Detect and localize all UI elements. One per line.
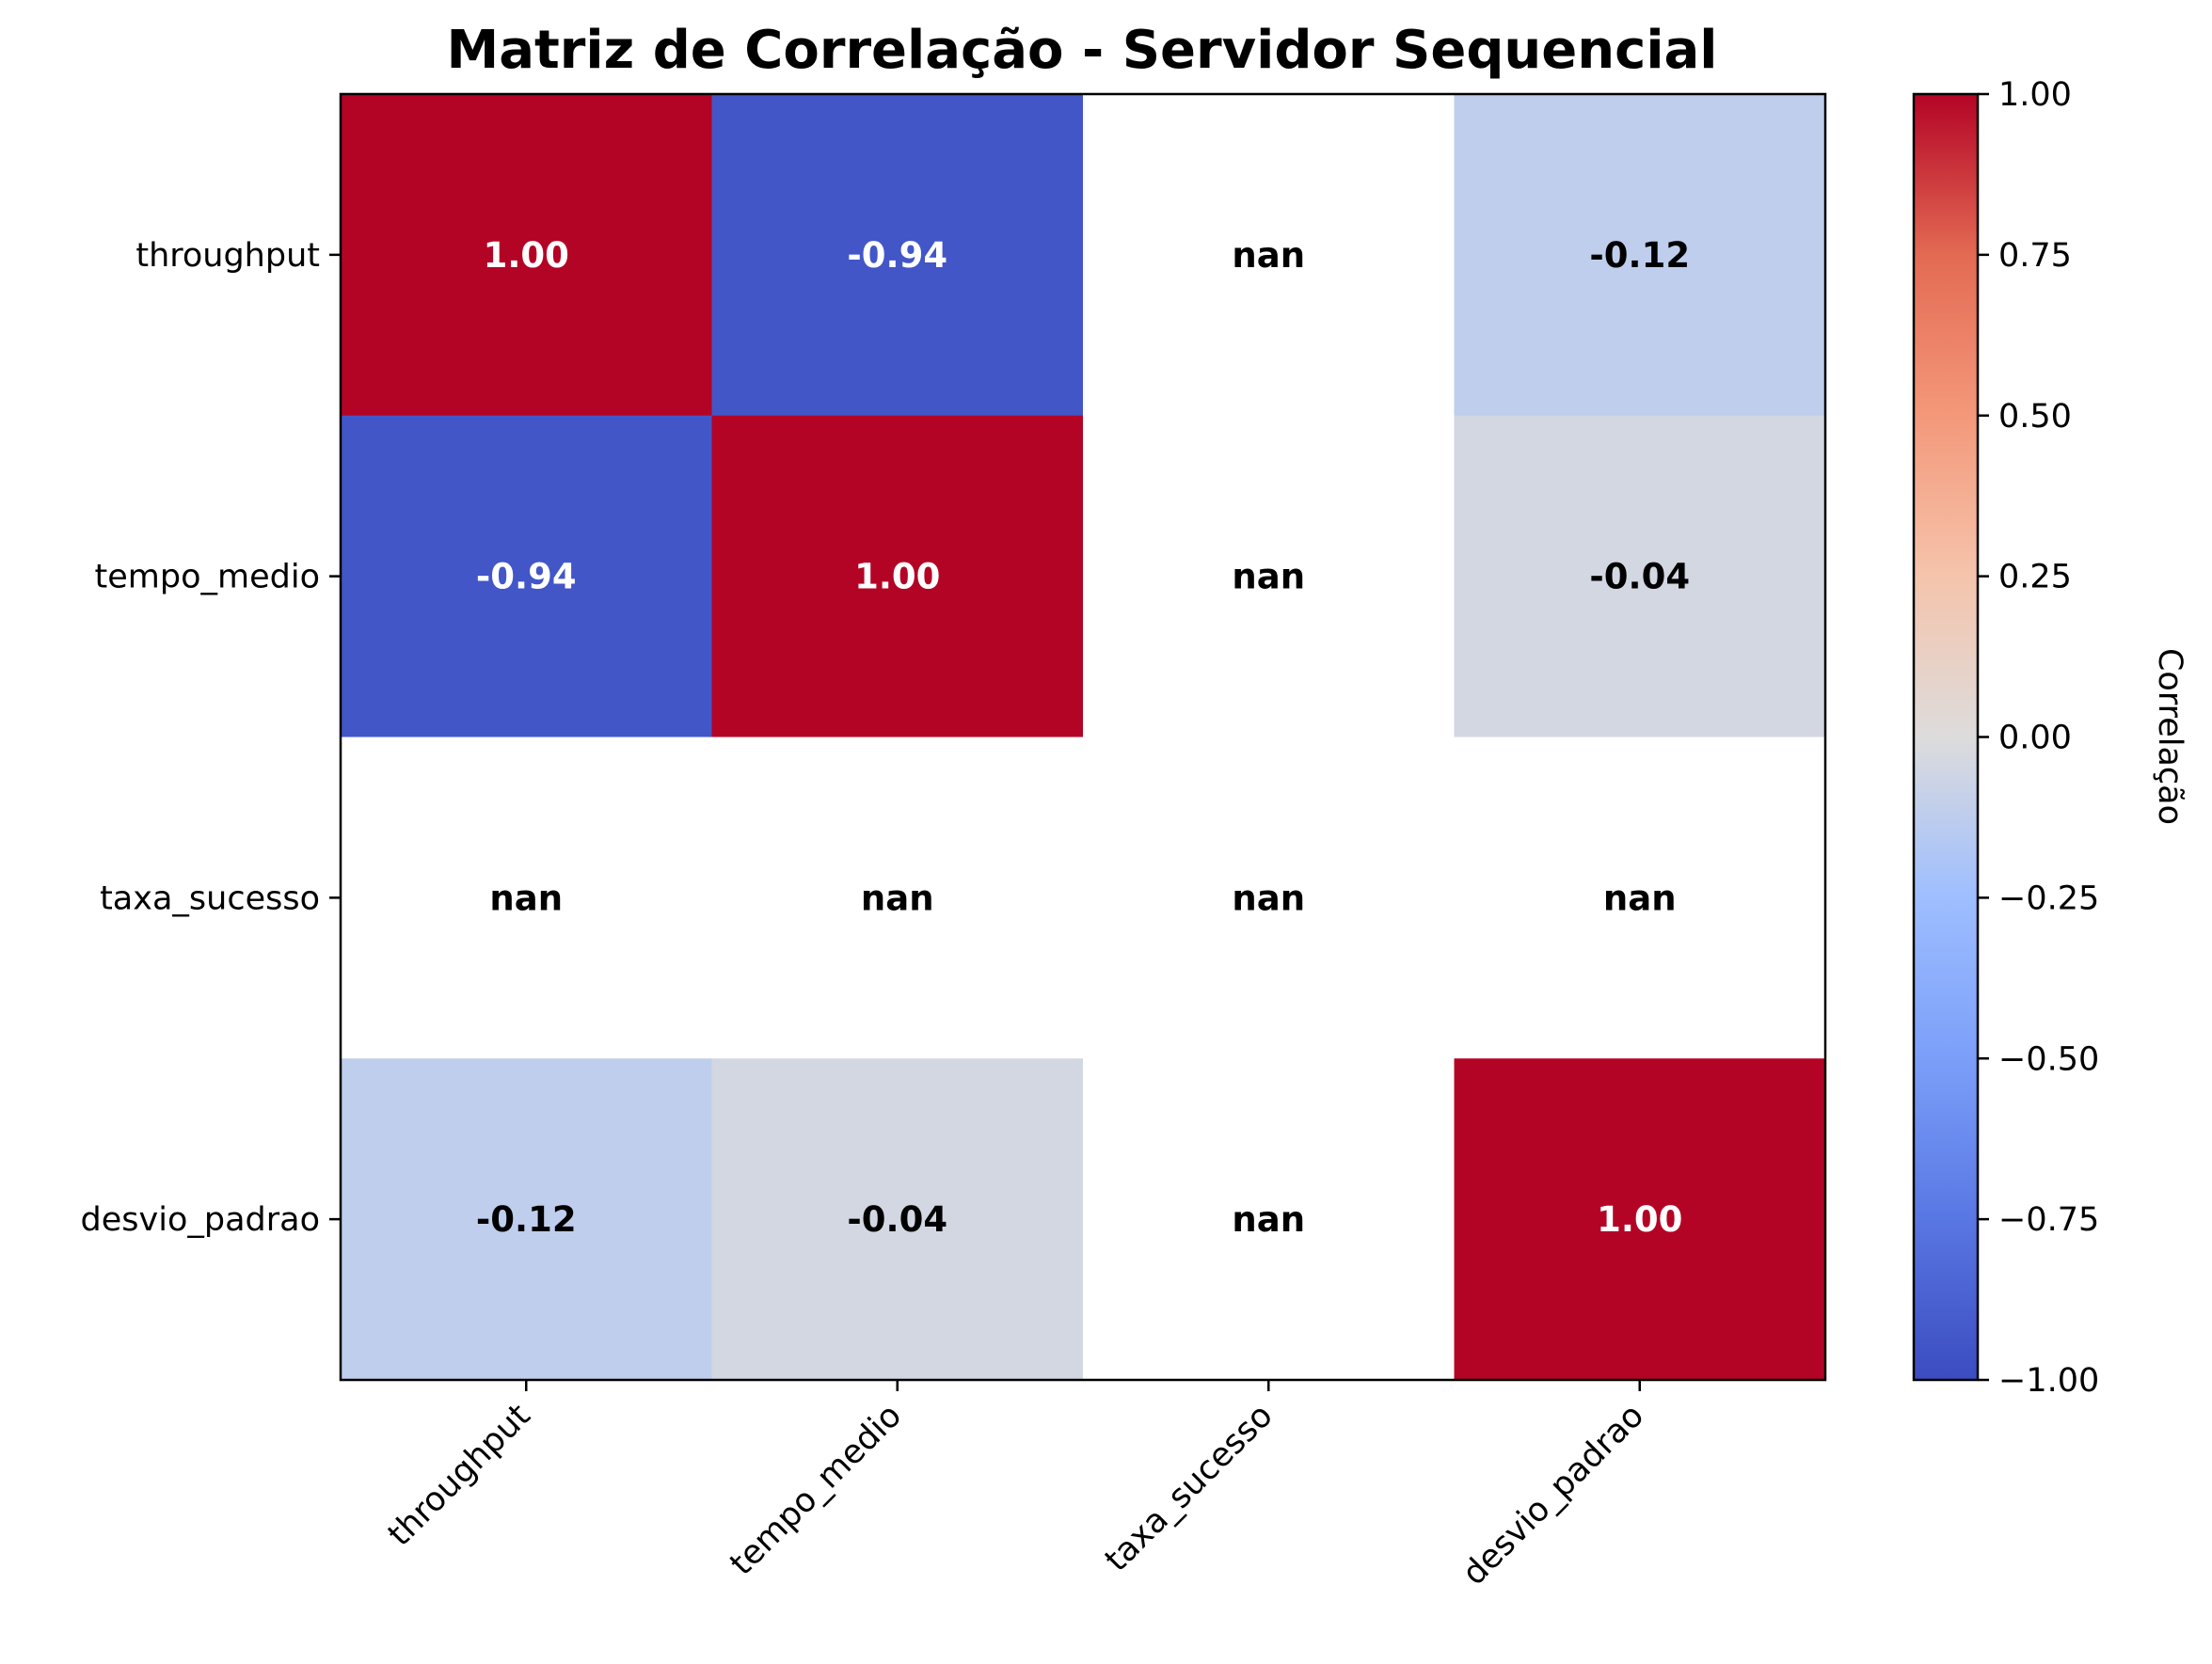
heatmap-cell [341, 94, 712, 417]
colorbar-tick-label: 1.00 [1998, 76, 2072, 114]
heatmap-cell [1083, 94, 1455, 417]
heatmap-cell [711, 415, 1084, 737]
plot-frame [339, 92, 1827, 1382]
heatmap-cell [341, 737, 712, 1059]
x-axis-ticks: throughput tempo_medio taxa_sucesso desvio_… [381, 1380, 1651, 1593]
cell-value-label: 1.00 [484, 235, 569, 276]
heatmap-cell [1083, 1058, 1455, 1381]
cell-value-label: nan [1232, 878, 1305, 918]
colorbar [1912, 92, 1980, 1382]
colorbar-tick-label: 0.75 [1998, 237, 2072, 275]
cell-value-label: -0.94 [847, 235, 947, 276]
cell-value-label: nan [1232, 557, 1305, 597]
heatmap-cell [711, 1058, 1084, 1381]
heatmap-cell [341, 415, 712, 737]
cell-value-label: nan [489, 878, 563, 918]
cell-value-label: -0.04 [1589, 557, 1690, 597]
heatmap-cell [341, 1058, 712, 1381]
heatmap-cell-labels: 1.00 -0.94 nan -0.12 -0.94 1.00 nan -0.04 nan nan… [476, 235, 1690, 1240]
colorbar-tick-label: −0.75 [1998, 1201, 2099, 1239]
y-tick-label: throughput [135, 237, 320, 275]
cell-value-label: nan [861, 878, 934, 918]
x-tick-label: throughput [381, 1397, 538, 1554]
heatmap-cell [1083, 415, 1455, 737]
cell-value-label: nan [1232, 1199, 1305, 1240]
y-axis-ticks: throughput tempo_medio taxa_sucesso desvio_… [81, 237, 341, 1239]
cell-value-label: 1.00 [854, 557, 940, 597]
x-tick-label: desvio_padrao [1456, 1397, 1651, 1593]
colorbar-tick-label: 0.00 [1998, 720, 2072, 757]
heatmap-cell [1454, 737, 1826, 1059]
x-tick-label: tempo_medio [723, 1397, 909, 1583]
heatmap-cell [711, 94, 1084, 417]
heatmap-cell [711, 737, 1084, 1059]
heatmap-cells [341, 94, 1826, 1381]
cell-value-label: -0.94 [476, 557, 577, 597]
colorbar-tick-label: 0.25 [1998, 559, 2072, 596]
cell-value-label: -0.12 [476, 1199, 577, 1240]
cell-value-label: -0.04 [847, 1199, 947, 1240]
cell-value-label: nan [1603, 878, 1677, 918]
chart-title: Matriz de Correlação - Servidor Sequenci… [447, 20, 1718, 81]
y-tick-label: taxa_sucesso [100, 880, 320, 917]
heatmap-cell [1454, 94, 1826, 417]
heatmap-cell [1083, 737, 1455, 1059]
colorbar-tick-label: 0.50 [1998, 398, 2072, 436]
colorbar-tick-label: −0.50 [1998, 1040, 2099, 1078]
x-tick-label: taxa_sucesso [1098, 1397, 1281, 1579]
y-tick-label: desvio_padrao [81, 1201, 320, 1239]
heatmap-cell [1454, 1058, 1826, 1381]
heatmap-cell [1454, 415, 1826, 737]
y-tick-label: tempo_medio [95, 559, 320, 596]
colorbar-label: Correlação [2151, 648, 2188, 825]
cell-value-label: 1.00 [1597, 1199, 1682, 1240]
cell-value-label: nan [1232, 235, 1305, 276]
colorbar-tick-label: −1.00 [1998, 1362, 2099, 1400]
colorbar-tick-label: −0.25 [1998, 880, 2099, 917]
cell-value-label: -0.12 [1589, 235, 1690, 276]
colorbar-ticks: 1.00 0.75 0.50 0.25 0.00 −0.25 −0.50 −0.75 −1.00 [1978, 76, 2099, 1400]
